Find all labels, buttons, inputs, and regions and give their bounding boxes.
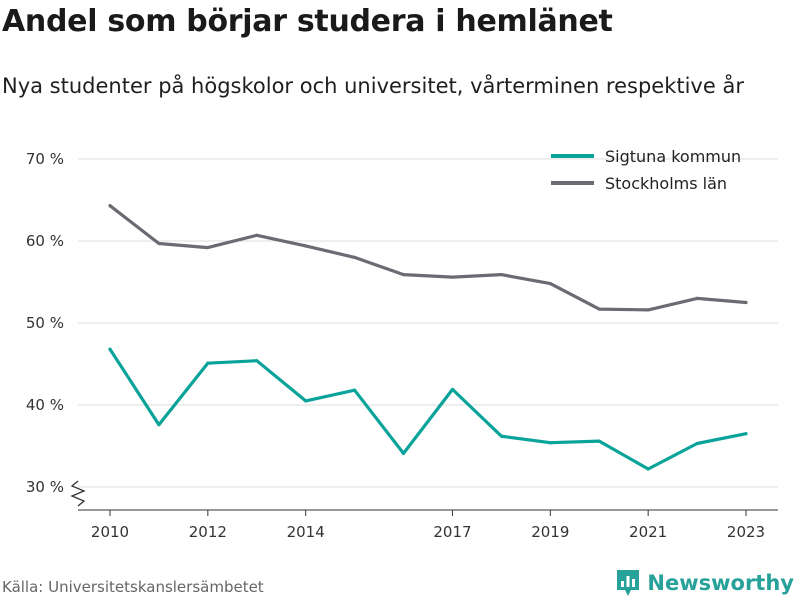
- data-point: [401, 273, 406, 277]
- axes: [70, 480, 778, 511]
- data-point: [548, 441, 552, 445]
- series-lines: [108, 204, 748, 471]
- data-point: [255, 233, 259, 237]
- data-point: [401, 451, 406, 455]
- chart-title: Andel som börjar studera i hemlänet: [2, 4, 613, 39]
- y-tick-label: 70 %: [26, 150, 64, 168]
- x-tick-label: 2012: [189, 523, 227, 541]
- data-point: [499, 273, 503, 277]
- x-tick-label: 2019: [531, 523, 569, 541]
- data-point: [744, 300, 748, 305]
- brand-name: Newsworthy: [647, 571, 794, 595]
- data-point: [450, 387, 455, 392]
- data-point: [597, 439, 601, 443]
- data-point: [695, 296, 699, 300]
- bar-chart-icon: [617, 570, 640, 596]
- data-point: [108, 347, 112, 351]
- data-point: [157, 241, 161, 246]
- legend-label: Sigtuna kommun: [605, 147, 741, 166]
- y-tick-label: 40 %: [26, 396, 64, 414]
- data-point: [206, 361, 210, 365]
- x-tick-label: 2014: [287, 523, 325, 541]
- data-point: [304, 244, 308, 248]
- axis-break-icon: [70, 480, 86, 507]
- legend-label: Stockholms län: [605, 174, 727, 193]
- x-axis-ticks: 2010 2012 2014 2017 2019 2021 2023: [91, 510, 765, 541]
- data-point: [304, 399, 308, 403]
- x-tick-label: 2021: [629, 523, 667, 541]
- data-point: [597, 307, 601, 311]
- legend: Sigtuna kommun Stockholms län: [551, 147, 741, 193]
- data-point: [108, 204, 112, 208]
- data-point: [744, 432, 748, 436]
- data-point: [499, 434, 503, 438]
- data-point: [695, 441, 699, 446]
- x-tick-label: 2023: [727, 523, 765, 541]
- data-point: [646, 467, 650, 471]
- brand-logo: Newsworthy: [615, 568, 794, 598]
- data-point: [157, 423, 161, 427]
- data-point: [646, 308, 650, 312]
- y-tick-label: 50 %: [26, 314, 64, 332]
- y-axis-ticks: 30 % 40 % 50 % 60 % 70 %: [26, 150, 64, 496]
- gridlines: [78, 158, 778, 488]
- chart-subtitle: Nya studenter på högskolor och universit…: [2, 74, 744, 98]
- data-point: [353, 255, 357, 259]
- source-note: Källa: Universitetskanslersämbetet: [2, 578, 264, 596]
- series-line: [108, 347, 748, 471]
- data-point: [548, 282, 552, 286]
- x-tick-label: 2010: [91, 523, 129, 541]
- data-point: [206, 245, 210, 250]
- x-tick-label: 2017: [433, 523, 471, 541]
- data-point: [255, 359, 259, 363]
- y-tick-label: 30 %: [26, 478, 64, 496]
- y-tick-label: 60 %: [26, 232, 64, 250]
- data-point: [450, 275, 455, 279]
- series-line: [108, 204, 748, 312]
- data-point: [353, 388, 357, 392]
